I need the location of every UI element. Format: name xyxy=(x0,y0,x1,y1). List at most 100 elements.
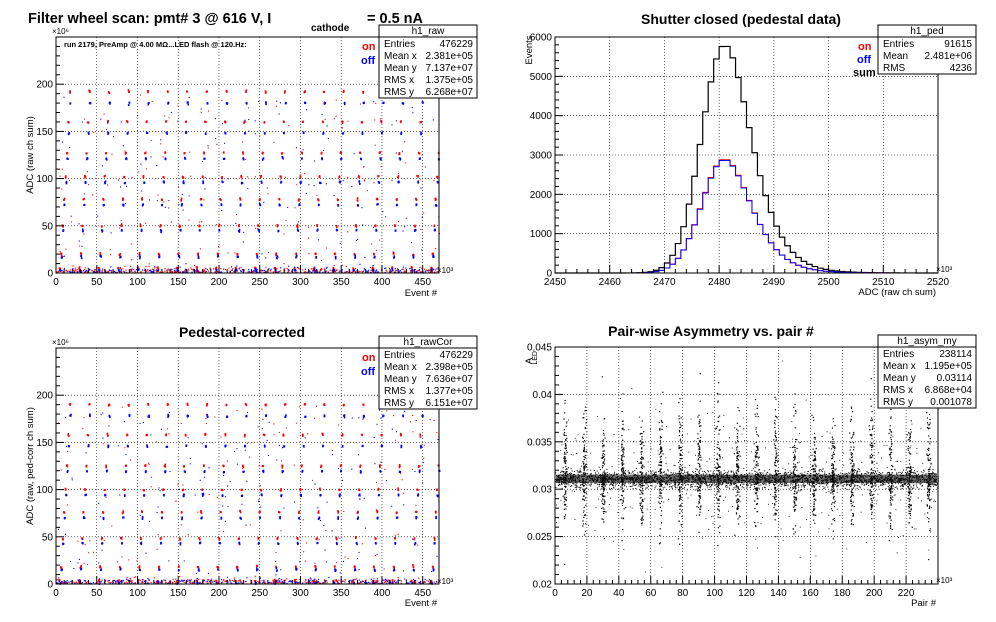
asym-point xyxy=(786,472,788,474)
on-point xyxy=(61,224,64,227)
on-point xyxy=(377,175,379,178)
off-point xyxy=(218,228,220,231)
on-point xyxy=(120,225,123,228)
transition-point xyxy=(303,446,305,448)
off-point xyxy=(279,517,281,520)
off-point xyxy=(81,228,84,231)
baseline-point xyxy=(166,271,168,273)
baseline-point xyxy=(413,578,415,581)
on-point xyxy=(162,488,165,491)
baseline-point xyxy=(327,271,329,273)
transition-point xyxy=(314,483,316,485)
transition-point xyxy=(208,493,210,496)
baseline-point xyxy=(160,581,162,583)
baseline-point xyxy=(222,579,225,581)
off-point xyxy=(146,445,149,448)
on-point xyxy=(336,225,338,228)
transition-point xyxy=(97,215,99,217)
baseline-point xyxy=(130,578,132,580)
on-point xyxy=(244,120,246,123)
transition-point xyxy=(103,113,105,115)
baseline-point xyxy=(399,579,401,582)
x-tick-label: 0 xyxy=(53,588,59,599)
transition-point xyxy=(145,222,147,224)
asym-point xyxy=(908,482,910,484)
asym-point xyxy=(855,469,857,471)
transition-point xyxy=(357,238,359,240)
off-point xyxy=(141,518,144,521)
on-point xyxy=(180,511,183,514)
baseline-point xyxy=(311,582,314,584)
off-point xyxy=(295,256,297,259)
baseline-point xyxy=(310,268,313,270)
asym-point xyxy=(606,468,608,470)
on-point xyxy=(317,510,320,513)
transition-point xyxy=(199,248,202,250)
transition-point xyxy=(155,441,157,443)
on-point xyxy=(317,199,320,202)
on-point xyxy=(375,198,378,201)
baseline-point xyxy=(386,580,388,583)
off-point xyxy=(102,516,105,519)
off-point xyxy=(262,470,264,473)
off-point xyxy=(402,414,404,417)
baseline-point xyxy=(418,581,420,584)
asym-point xyxy=(665,473,667,475)
asym-point xyxy=(747,474,749,476)
y-tick-label: 200 xyxy=(36,80,53,91)
transition-point xyxy=(435,248,437,250)
baseline-point xyxy=(171,582,174,584)
baseline-point xyxy=(388,582,390,584)
on-point xyxy=(394,224,396,227)
off-point xyxy=(225,444,227,447)
off-point xyxy=(379,158,382,161)
on-point xyxy=(63,511,65,514)
baseline-point xyxy=(245,580,247,582)
baseline-point xyxy=(317,271,319,273)
on-point xyxy=(120,537,122,540)
transition-point xyxy=(258,501,260,503)
baseline-point xyxy=(423,268,426,270)
on-point xyxy=(337,199,339,202)
transition-point xyxy=(60,469,62,471)
baseline-point xyxy=(190,579,192,582)
on-point xyxy=(395,511,398,514)
asym-point xyxy=(727,470,729,472)
baseline-point xyxy=(241,269,243,271)
on-point xyxy=(206,404,208,407)
on-point xyxy=(178,565,180,568)
transition-point xyxy=(197,511,199,513)
off-point xyxy=(245,415,248,418)
baseline-point xyxy=(199,271,201,273)
on-point xyxy=(314,565,317,568)
baseline-point xyxy=(141,269,144,271)
off-point xyxy=(298,203,301,206)
baseline-point xyxy=(286,268,288,270)
baseline-point xyxy=(410,271,412,273)
baseline-point xyxy=(429,578,431,581)
baseline-point xyxy=(371,581,373,583)
transition-point xyxy=(177,120,179,122)
baseline-point xyxy=(404,270,406,272)
asym-point xyxy=(683,487,685,489)
baseline-point xyxy=(108,581,110,583)
transition-point xyxy=(258,100,260,103)
baseline-point xyxy=(203,579,205,581)
asym-point xyxy=(861,472,863,474)
transition-point xyxy=(122,145,124,147)
baseline-point xyxy=(414,582,417,584)
off-point xyxy=(337,204,340,207)
on-point xyxy=(117,267,120,270)
panel-raw: Filter wheel scan: pmt# 3 @ 616 V, I cat… xyxy=(25,11,478,299)
transition-point xyxy=(59,175,61,177)
off-point xyxy=(397,494,400,497)
baseline-point xyxy=(137,582,139,584)
baseline-point xyxy=(140,271,142,273)
baseline-point xyxy=(244,581,246,583)
baseline-point xyxy=(60,582,62,584)
asym-point xyxy=(603,487,605,489)
off-point xyxy=(127,104,130,107)
asym-point xyxy=(861,483,863,485)
baseline-point xyxy=(122,268,124,270)
baseline-point xyxy=(223,268,225,270)
